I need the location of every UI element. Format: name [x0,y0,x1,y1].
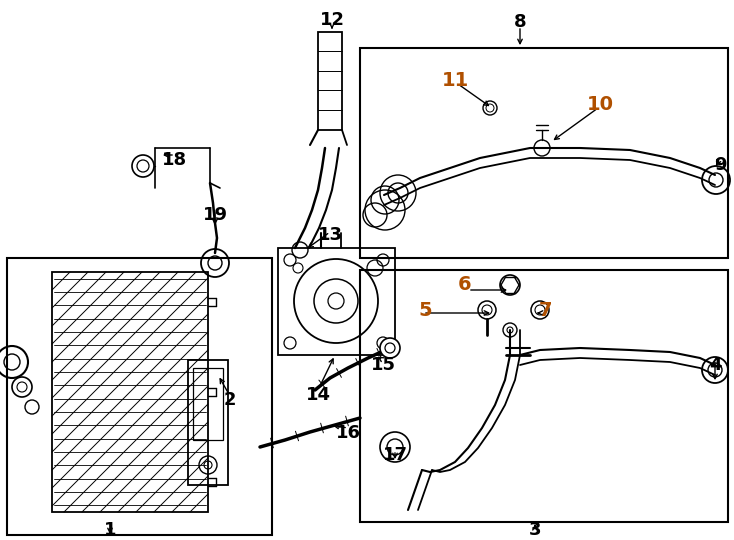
Text: 2: 2 [224,391,236,409]
Bar [360,48,728,258]
Bar [360,270,728,522]
Text: 9: 9 [713,156,726,174]
Text: 15: 15 [371,356,396,374]
Text: 16: 16 [335,424,360,442]
Text: 12: 12 [319,11,344,29]
Text: 19: 19 [203,206,228,224]
Text: 10: 10 [586,96,614,114]
Text: 6: 6 [458,275,472,294]
Text: 11: 11 [441,71,468,90]
Text: 8: 8 [514,13,526,31]
Text: 1: 1 [103,521,116,539]
Circle shape [380,338,400,358]
Text: 13: 13 [318,226,343,244]
Text: 4: 4 [709,356,722,374]
Text: 5: 5 [418,300,432,320]
Bar [7,258,272,535]
Bar [193,368,223,440]
Bar [188,360,228,485]
Text: 14: 14 [305,386,330,404]
Bar [318,32,342,130]
Text: 3: 3 [528,521,541,539]
Text: 7: 7 [538,300,552,320]
Text: 17: 17 [382,446,407,464]
Text: 18: 18 [162,151,188,169]
Bar [278,248,395,355]
Bar [52,272,208,512]
